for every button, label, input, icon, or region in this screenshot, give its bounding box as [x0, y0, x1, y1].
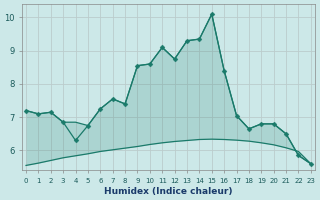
- X-axis label: Humidex (Indice chaleur): Humidex (Indice chaleur): [104, 187, 233, 196]
